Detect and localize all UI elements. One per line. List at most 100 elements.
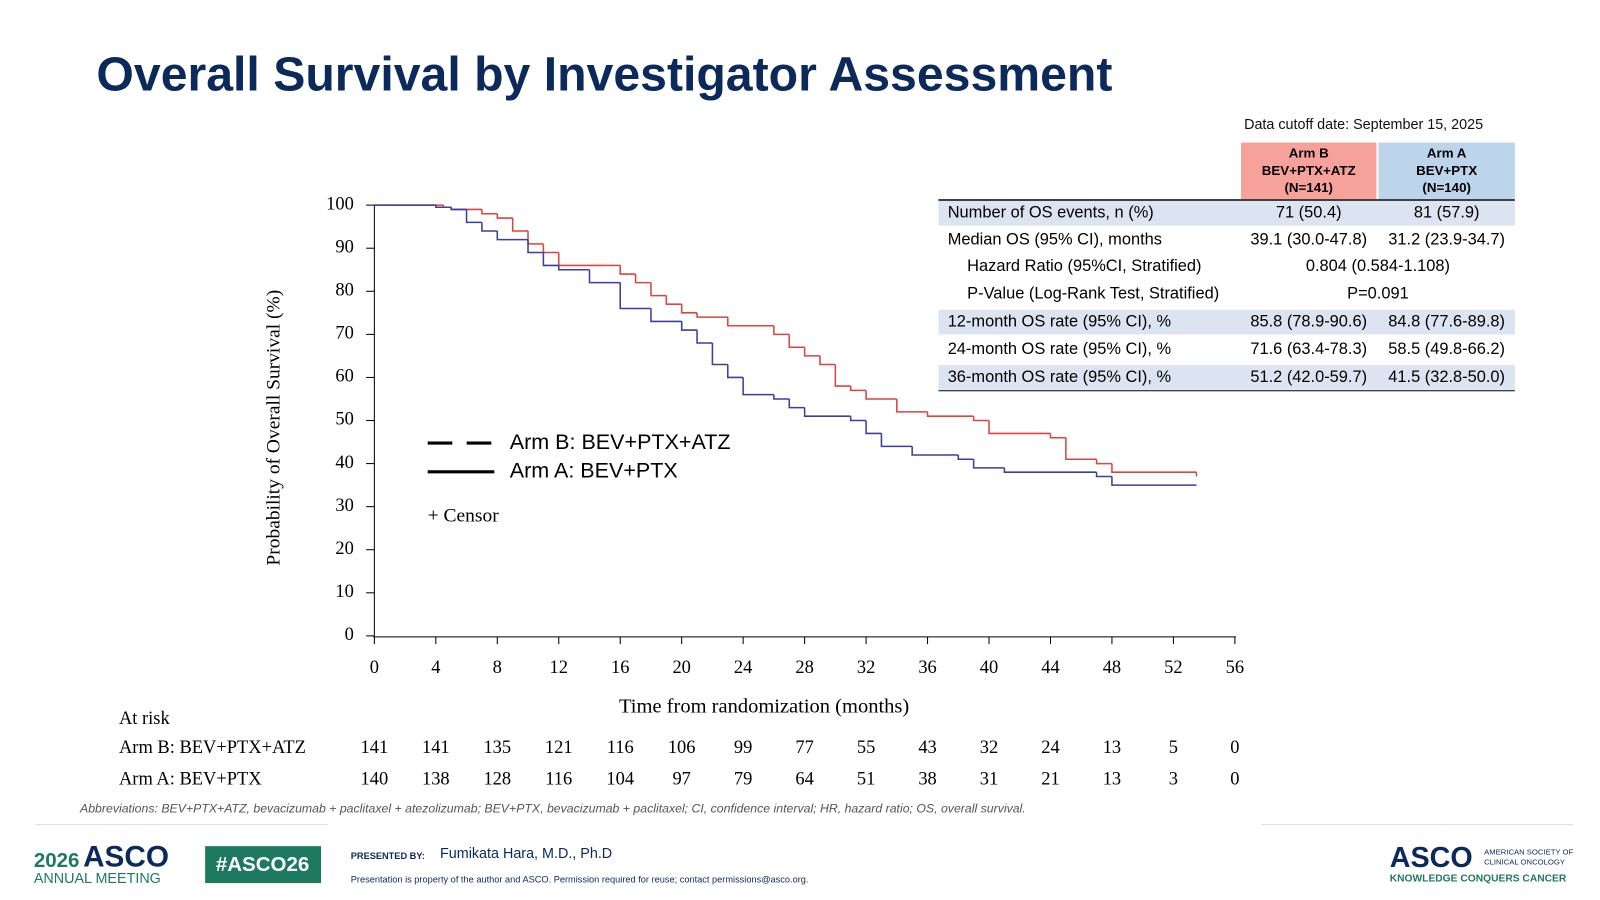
at-risk-value: 51 — [857, 769, 875, 789]
at-risk-value: 0 — [1230, 737, 1239, 757]
table-row-label: 36-month OS rate (95% CI), % — [948, 368, 1171, 386]
at-risk-label: Arm A: BEV+PTX — [119, 769, 262, 789]
survival-step — [865, 420, 882, 435]
survival-step — [880, 433, 913, 448]
tagline: KNOWLEDGE CONQUERS CANCER — [1390, 874, 1567, 885]
survival-step — [788, 334, 805, 349]
at-risk-value: 128 — [483, 769, 511, 789]
at-risk-value: 140 — [361, 769, 389, 789]
survival-step — [988, 420, 1051, 435]
x-tick-label: 24 — [734, 657, 752, 677]
at-risk-value: 141 — [361, 737, 389, 757]
survival-step — [1095, 459, 1112, 465]
survival-step — [896, 398, 928, 413]
x-tick-label: 36 — [918, 657, 936, 677]
x-tick-label: 4 — [431, 657, 440, 677]
table-cell: 84.8 (77.6-89.8) — [1388, 312, 1505, 330]
at-risk-value: 21 — [1041, 769, 1059, 789]
asco-logo: ASCO — [1390, 842, 1473, 874]
survival-step — [1065, 437, 1097, 461]
x-tick-label: 40 — [980, 657, 998, 677]
table-cell: 71 (50.4) — [1276, 204, 1342, 222]
y-axis-label: Probability of Overall Survival (%) — [263, 290, 284, 566]
at-risk-value: 116 — [545, 769, 572, 789]
survival-step — [742, 377, 774, 396]
at-risk-value: 0 — [1230, 769, 1239, 789]
survival-step — [619, 282, 651, 310]
table-row-label: P-Value (Log-Rank Test, Stratified) — [967, 285, 1219, 303]
y-tick-label: 70 — [335, 323, 353, 343]
survival-step — [527, 239, 544, 254]
legend-label: Arm A: BEV+PTX — [510, 458, 678, 482]
table-cell: P=0.091 — [1347, 285, 1409, 303]
survival-step — [849, 386, 867, 392]
at-risk-value: 77 — [795, 737, 813, 757]
survival-step — [727, 317, 774, 327]
y-tick-label: 80 — [335, 280, 353, 300]
table-row-label: Hazard Ratio (95%CI, Stratified) — [967, 257, 1201, 275]
survival-step — [957, 454, 974, 461]
at-risk-value: 31 — [980, 769, 998, 789]
survival-step — [511, 218, 529, 232]
presenter: Fumikata Hara, M.D., Ph.D — [440, 846, 612, 862]
survival-step — [773, 394, 790, 400]
survival-step — [650, 308, 682, 323]
at-risk-value: 104 — [606, 769, 634, 789]
logo-line: CLINICAL ONCOLOGY — [1484, 858, 1565, 867]
at-risk-value: 13 — [1103, 737, 1121, 757]
x-tick-label: 32 — [857, 657, 875, 677]
survival-step — [496, 213, 513, 219]
x-tick-label: 56 — [1226, 657, 1244, 677]
survival-step — [696, 330, 713, 344]
survival-step — [542, 243, 559, 254]
survival-step — [972, 459, 1005, 469]
at-risk-value: 55 — [857, 737, 875, 757]
survival-step — [727, 364, 744, 379]
survival-step — [911, 446, 959, 456]
survival-step — [496, 230, 529, 241]
table-header-text: (N=140) — [1422, 180, 1471, 195]
table-row-label: 24-month OS rate (95% CI), % — [948, 340, 1171, 358]
survival-step — [557, 265, 590, 271]
table-cell: 71.6 (63.4-78.3) — [1250, 340, 1367, 358]
at-risk-value: 121 — [545, 737, 573, 757]
cutoff-date: Data cutoff date: September 15, 2025 — [1244, 117, 1483, 133]
hashtag-box — [205, 846, 322, 884]
table-cell: 41.5 (32.8-50.0) — [1388, 368, 1505, 386]
survival-step — [803, 347, 820, 357]
censor-label: + Censor — [428, 505, 500, 526]
x-tick-label: 52 — [1164, 657, 1182, 677]
at-risk-value: 106 — [668, 737, 696, 757]
table-row-shade — [938, 309, 1515, 335]
survival-step — [696, 312, 728, 318]
survival-step — [680, 321, 698, 331]
table-cell: 31.2 (23.9-34.7) — [1388, 230, 1505, 248]
table-row-shade — [938, 201, 1515, 226]
y-tick-label: 100 — [326, 193, 354, 213]
survival-step — [557, 252, 605, 267]
table-cell: 39.1 (30.0-47.8) — [1250, 230, 1367, 248]
survival-step — [1095, 472, 1112, 478]
x-tick-label: 28 — [795, 657, 813, 677]
survival-step — [542, 252, 559, 267]
at-risk-value: 97 — [672, 769, 690, 789]
survival-step — [619, 265, 636, 275]
survival-step — [926, 411, 974, 417]
survival-step — [450, 207, 467, 211]
table-cell: 0.804 (0.584-1.108) — [1306, 257, 1450, 275]
x-tick-label: 48 — [1103, 657, 1121, 677]
x-tick-label: 20 — [672, 657, 690, 677]
survival-step — [773, 325, 790, 336]
x-tick-label: 12 — [550, 657, 568, 677]
logo-line: AMERICAN SOCIETY OF — [1484, 847, 1573, 856]
survival-step — [1111, 476, 1197, 486]
y-tick-label: 50 — [335, 409, 353, 429]
table-cell: 81 (57.9) — [1414, 204, 1480, 222]
y-tick-label: 30 — [335, 495, 353, 515]
table-header-text: Arm B — [1289, 145, 1329, 160]
at-risk-value: 32 — [980, 737, 998, 757]
y-tick-label: 90 — [335, 236, 353, 256]
y-tick-label: 0 — [345, 624, 354, 644]
survival-step — [465, 209, 482, 224]
meeting-sub: ANNUAL MEETING — [34, 871, 161, 887]
